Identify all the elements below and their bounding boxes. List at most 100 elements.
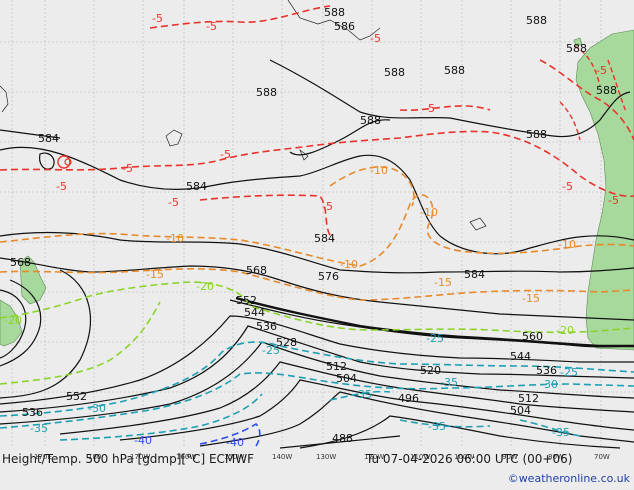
valid-time: Tu 07-04-2026 06:00 UTC (00+06) bbox=[366, 452, 573, 466]
lon-label: 110W bbox=[410, 453, 430, 461]
temp-label: -30 bbox=[88, 402, 106, 415]
island-tiny bbox=[573, 37, 583, 47]
height-contour-576 bbox=[0, 231, 634, 274]
lon-label: 120W bbox=[364, 453, 384, 461]
temp-label: -25 bbox=[426, 332, 444, 345]
temp-label: -35 bbox=[440, 376, 458, 389]
height-label: 544 bbox=[244, 306, 265, 319]
credit-link[interactable]: ©weatheronline.co.uk bbox=[507, 472, 630, 485]
temp-label: -20 bbox=[556, 324, 574, 337]
longitude-axis: 170E 180 170W 160W 150W 140W 130W 120W 1… bbox=[34, 453, 610, 461]
temp-label: -10 bbox=[558, 238, 576, 251]
temp-label: -5 bbox=[56, 180, 67, 193]
temp-label: -5 bbox=[562, 180, 573, 193]
temp-contour-minus30 bbox=[0, 372, 634, 429]
lon-label: 150W bbox=[224, 453, 244, 461]
temp-label: -5 bbox=[168, 196, 179, 209]
temp-contour-minus40 bbox=[199, 422, 261, 447]
height-labels: 588 586 588 588 588 588 588 588 588 588 … bbox=[10, 6, 617, 445]
temp-label: -35 bbox=[30, 422, 48, 435]
height-contour-588-low bbox=[289, 119, 391, 156]
height-label: 588 bbox=[566, 42, 587, 55]
temp-label: -5 bbox=[596, 64, 607, 77]
lon-label: 140W bbox=[272, 453, 292, 461]
height-label: 528 bbox=[276, 336, 297, 349]
height-label: 512 bbox=[518, 392, 539, 405]
temp-label: -5 bbox=[122, 162, 133, 175]
height-contour-560 bbox=[0, 279, 42, 367]
south-america-coast bbox=[575, 29, 634, 351]
temp-label: -10 bbox=[340, 258, 358, 271]
temp-label: -5 bbox=[370, 32, 381, 45]
height-contour-588-north bbox=[269, 59, 631, 138]
height-label: 588 bbox=[526, 14, 547, 27]
lon-label: 170E bbox=[34, 453, 52, 461]
height-label: 512 bbox=[326, 360, 347, 373]
height-label: 488 bbox=[332, 432, 353, 445]
temp-contour-minus10-north bbox=[329, 166, 415, 207]
lon-label: 70W bbox=[594, 453, 610, 461]
temp-contour-minus10 bbox=[0, 194, 634, 267]
temp-label: -5 bbox=[220, 148, 231, 161]
height-contour-504 bbox=[199, 391, 634, 447]
height-contour-544 bbox=[0, 315, 634, 405]
graticule bbox=[0, 0, 634, 448]
height-label: 536 bbox=[22, 406, 43, 419]
temp-label: -30 bbox=[540, 378, 558, 391]
height-label: 588 bbox=[324, 6, 345, 19]
temperature-contours bbox=[0, 5, 634, 447]
temp-label: -35 bbox=[354, 388, 372, 401]
temperature-labels: -5 -5 -5 -5 -5 -5 -5 -5 -5 -5 -5 -5 -10 … bbox=[4, 12, 619, 449]
lon-label: 180 bbox=[88, 453, 101, 461]
height-label: 584 bbox=[38, 132, 59, 145]
land-masses bbox=[0, 29, 634, 351]
height-label: 568 bbox=[246, 264, 267, 277]
height-label: 560 bbox=[522, 330, 543, 343]
height-label: 552 bbox=[236, 294, 257, 307]
temp-label: -15 bbox=[434, 276, 452, 289]
temp-contour-minus15 bbox=[0, 268, 634, 301]
temp-label: -40 bbox=[226, 436, 244, 449]
temp-label: -5 bbox=[322, 200, 333, 213]
temp-contour-minus20-west bbox=[0, 301, 161, 385]
temp-closed-low bbox=[57, 155, 71, 169]
temp-label: -40 bbox=[134, 434, 152, 447]
height-contour-528 bbox=[0, 341, 634, 425]
height-contour-584-west bbox=[0, 129, 61, 139]
height-contour-512 bbox=[119, 379, 634, 441]
temp-label: -10 bbox=[166, 232, 184, 245]
height-label: 584 bbox=[464, 268, 485, 281]
lon-label: 130W bbox=[316, 453, 336, 461]
temp-contours-coastal bbox=[559, 45, 627, 141]
height-label: 588 bbox=[596, 84, 617, 97]
lon-label: 80W bbox=[548, 453, 564, 461]
lon-label: 100W bbox=[454, 453, 474, 461]
height-label: 576 bbox=[318, 270, 339, 283]
height-contour-536 bbox=[0, 325, 634, 413]
map-title: Height/Temp. 500 hPa [gdmp][°C] ECMWF bbox=[2, 452, 255, 466]
height-contour-488 bbox=[279, 435, 401, 449]
height-label: 496 bbox=[398, 392, 419, 405]
lon-label: 170W bbox=[130, 453, 150, 461]
temp-label: -15 bbox=[522, 292, 540, 305]
lon-label: 160W bbox=[176, 453, 196, 461]
temp-label: -10 bbox=[420, 206, 438, 219]
temp-label: -35 bbox=[552, 426, 570, 439]
temp-label: -20 bbox=[4, 314, 22, 327]
lon-label: 90W bbox=[502, 453, 518, 461]
height-label: 504 bbox=[510, 404, 531, 417]
height-contour-552-bold bbox=[235, 296, 634, 348]
height-label: 504 bbox=[336, 372, 357, 385]
new-zealand-north-island bbox=[19, 255, 47, 305]
height-label: 536 bbox=[536, 364, 557, 377]
temp-label: -5 bbox=[152, 12, 163, 25]
height-label: 552 bbox=[66, 390, 87, 403]
height-label: 520 bbox=[420, 364, 441, 377]
temp-label: -35 bbox=[428, 420, 446, 433]
temp-label: -15 bbox=[146, 268, 164, 281]
temp-closed-low-inner bbox=[64, 158, 72, 166]
temp-label: -10 bbox=[370, 164, 388, 177]
height-label: 536 bbox=[256, 320, 277, 333]
